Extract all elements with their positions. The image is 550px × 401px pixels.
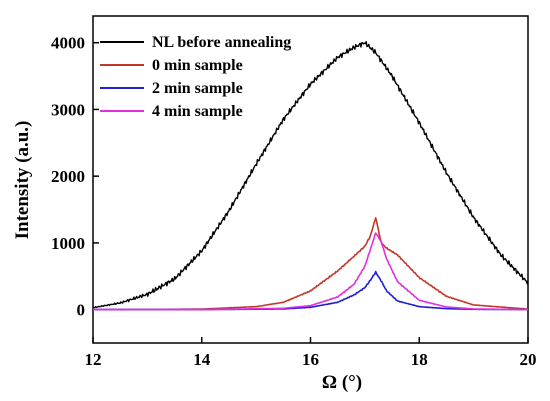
y-tick-label: 0 — [77, 301, 86, 320]
x-tick-label: 18 — [411, 350, 428, 369]
x-tick-label: 20 — [520, 350, 537, 369]
series-line-3 — [93, 232, 528, 311]
y-tick-label: 3000 — [51, 100, 85, 119]
y-axis-title: Intensity (a.u.) — [12, 121, 33, 240]
x-axis-title: Ω (°) — [322, 372, 362, 393]
legend: NL before annealing 0 min sample 2 min sam… — [100, 34, 291, 120]
legend-label: 4 min sample — [152, 103, 243, 120]
series-line-1 — [93, 217, 529, 311]
legend-label: 2 min sample — [152, 80, 243, 97]
x-tick-label: 12 — [85, 350, 102, 369]
x-tick-label: 16 — [302, 350, 319, 369]
x-tick-label: 14 — [193, 350, 211, 369]
y-tick-label: 1000 — [51, 234, 85, 253]
y-tick-label: 4000 — [51, 34, 85, 53]
series-layer — [93, 41, 529, 311]
y-tick-label: 2000 — [51, 167, 85, 186]
ticks-layer: 12 14 16 18 20 0 1000 2000 3000 4000 — [51, 34, 537, 369]
legend-label: NL before annealing — [152, 34, 291, 51]
legend-label: 0 min sample — [152, 57, 243, 74]
series-line-0 — [93, 41, 529, 309]
